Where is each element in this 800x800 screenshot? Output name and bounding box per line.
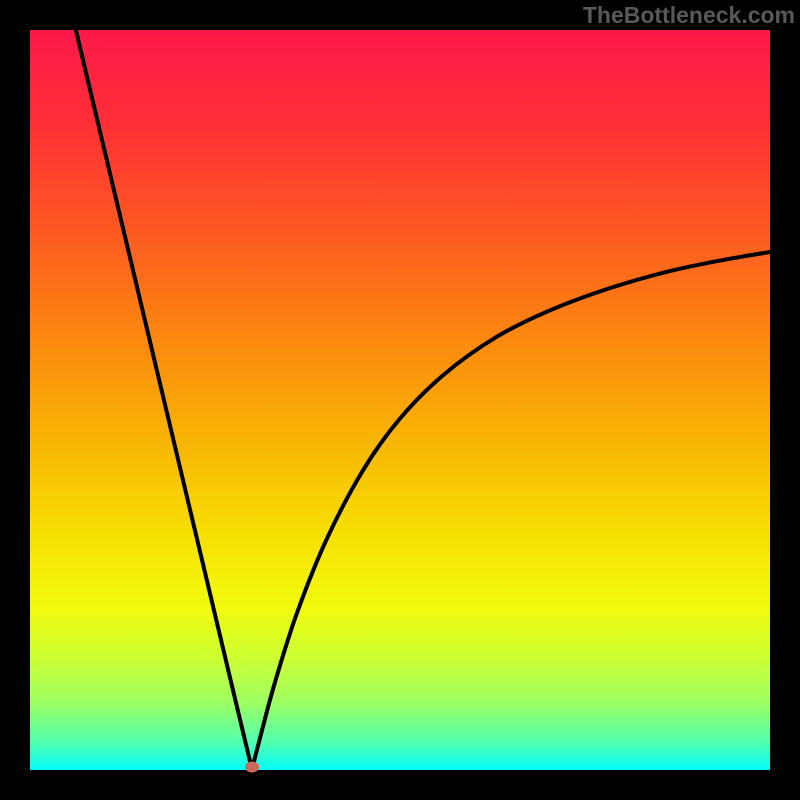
optimal-point-marker — [245, 762, 259, 773]
bottleneck-chart: TheBottleneck.com — [0, 0, 800, 800]
attribution-text: TheBottleneck.com — [583, 2, 795, 28]
plot-area — [30, 30, 770, 770]
chart-container: TheBottleneck.com — [0, 0, 800, 800]
